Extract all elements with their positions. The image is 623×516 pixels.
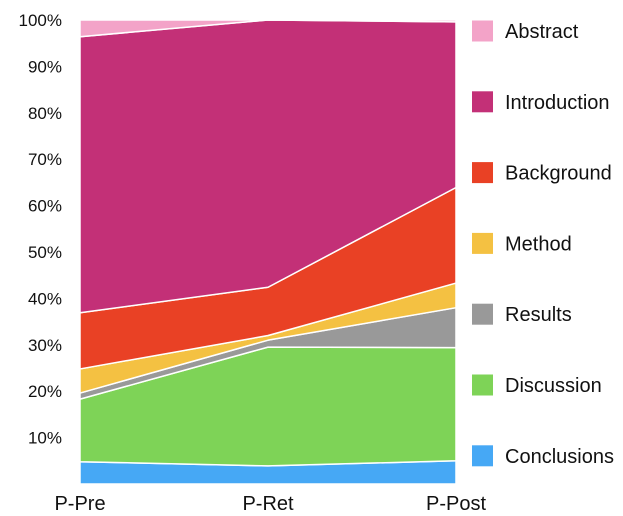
legend-swatch bbox=[472, 162, 493, 184]
legend-item-method: Method bbox=[472, 232, 572, 255]
legend-swatch bbox=[472, 445, 493, 467]
y-tick-label: 40% bbox=[28, 289, 62, 308]
y-tick-label: 50% bbox=[28, 243, 62, 262]
legend-item-background: Background bbox=[472, 162, 612, 185]
y-tick-label: 20% bbox=[28, 382, 62, 401]
legend-item-abstract: Abstract bbox=[472, 20, 579, 43]
legend: Abstract Introduction Background Method Resu… bbox=[472, 20, 614, 468]
chart-areas bbox=[79, 19, 457, 485]
legend-item-introduction: Introduction bbox=[472, 91, 610, 114]
y-tick-label: 30% bbox=[28, 336, 62, 355]
legend-item-discussion: Discussion bbox=[472, 374, 602, 397]
y-tick-label: 90% bbox=[28, 57, 62, 76]
legend-swatch bbox=[472, 303, 493, 325]
y-tick-label: 10% bbox=[28, 429, 62, 448]
legend-item-results: Results bbox=[472, 303, 572, 326]
legend-label: Introduction bbox=[505, 92, 610, 114]
legend-swatch bbox=[472, 374, 493, 396]
legend-label: Results bbox=[505, 304, 572, 326]
legend-swatch bbox=[472, 20, 493, 42]
x-tick-label: P-Post bbox=[426, 493, 486, 515]
legend-label: Discussion bbox=[505, 375, 602, 397]
y-tick-label: 80% bbox=[28, 104, 62, 123]
legend-label: Abstract bbox=[505, 21, 579, 43]
area-abstract bbox=[79, 19, 457, 38]
y-tick-label: 100% bbox=[19, 11, 62, 30]
legend-swatch bbox=[472, 91, 493, 113]
y-tick-label: 70% bbox=[28, 150, 62, 169]
x-tick-label: P-Pre bbox=[54, 493, 105, 515]
legend-label: Background bbox=[505, 163, 612, 185]
x-tick-label: P-Ret bbox=[242, 493, 294, 515]
y-axis: 10% 20% 30% 40% 50% 60% 70% 80% 90% 100% bbox=[19, 11, 62, 448]
legend-item-conclusions: Conclusions bbox=[472, 445, 614, 468]
x-axis: P-Pre P-Ret P-Post bbox=[54, 493, 486, 515]
legend-label: Method bbox=[505, 233, 572, 255]
y-tick-label: 60% bbox=[28, 197, 62, 216]
legend-swatch bbox=[472, 232, 493, 254]
legend-label: Conclusions bbox=[505, 446, 614, 468]
